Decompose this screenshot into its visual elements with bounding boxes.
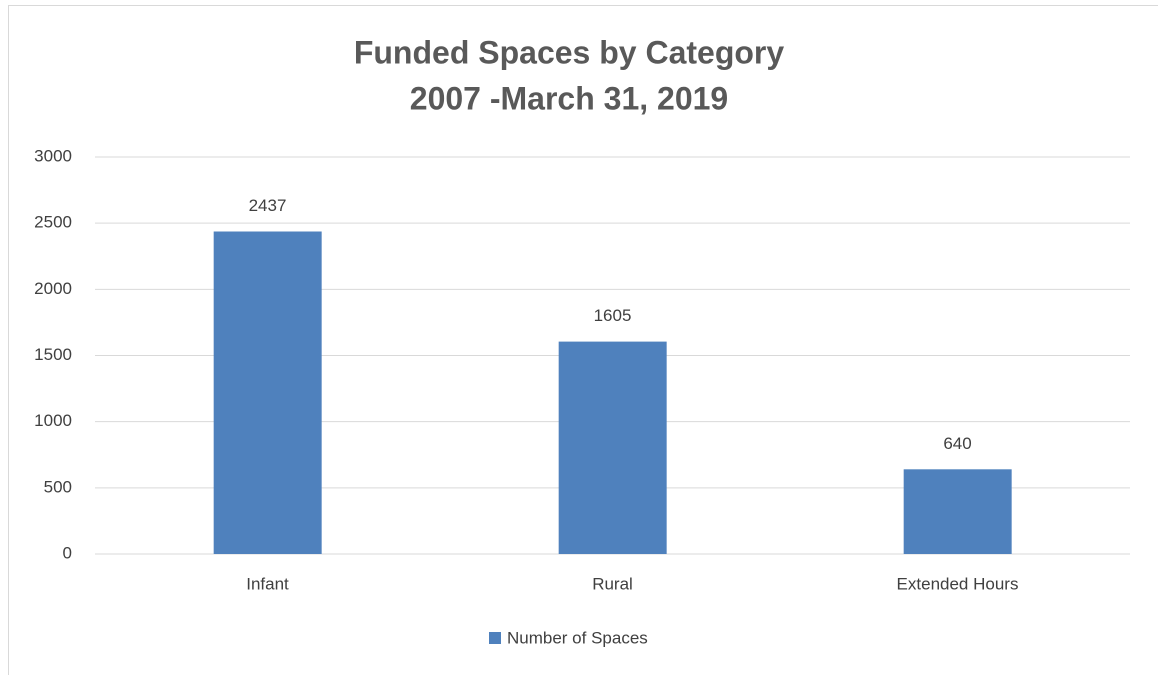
- bar: [558, 341, 667, 554]
- y-tick-label: 2500: [34, 213, 72, 232]
- y-tick-label: 1500: [34, 345, 72, 364]
- y-tick-label: 2000: [34, 279, 72, 298]
- chart-title: Funded Spaces by Category: [354, 34, 785, 70]
- x-tick-label: Infant: [246, 574, 289, 593]
- x-tick-label: Extended Hours: [897, 574, 1019, 593]
- y-tick-label: 500: [44, 477, 72, 496]
- data-label: 2437: [249, 196, 287, 215]
- y-tick-label: 0: [63, 543, 72, 562]
- x-tick-label: Rural: [592, 574, 633, 593]
- legend-label: Number of Spaces: [507, 628, 648, 647]
- bar: [213, 231, 322, 554]
- y-tick-label: 3000: [34, 146, 72, 165]
- chart-frame: [8, 5, 1158, 675]
- data-label: 640: [943, 434, 971, 453]
- legend-swatch: [489, 632, 501, 644]
- y-tick-label: 1000: [34, 411, 72, 430]
- chart-subtitle: 2007 -March 31, 2019: [410, 80, 728, 116]
- data-label: 1605: [594, 306, 632, 325]
- bar: [903, 469, 1012, 554]
